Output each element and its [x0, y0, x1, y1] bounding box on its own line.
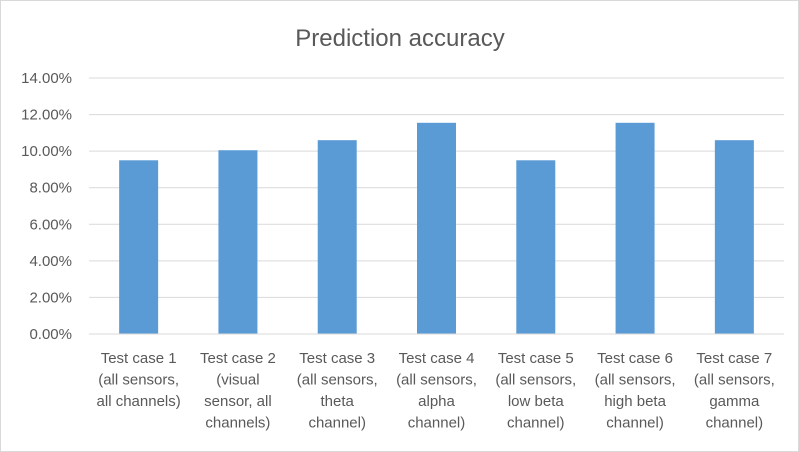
x-category-label-line: channel) — [606, 415, 664, 432]
x-category-label: Test case 1 (all sensors, all channels) — [97, 350, 181, 410]
y-tick-label: 2.00% — [29, 289, 72, 306]
bars — [119, 122, 754, 334]
x-category-label-line: Test case 5 — [498, 350, 574, 367]
x-category-label-line: (all sensors, — [396, 372, 477, 389]
x-category-label: Test case 6 (all sensors, high beta channel… — [595, 350, 676, 432]
x-category-label-line: channel) — [507, 415, 565, 432]
x-category-label-line: Test case 1 — [101, 350, 177, 367]
y-tick-label: 0.00% — [29, 326, 72, 343]
bar — [615, 122, 655, 334]
x-category-label-line: all channels) — [97, 393, 181, 410]
x-category-label-line: (all sensors, — [297, 372, 378, 389]
x-category-label-line: (all sensors, — [495, 372, 576, 389]
x-category-label: Test case 3 (all sensors, theta channel) — [297, 350, 378, 432]
x-category-label-line: channel) — [308, 415, 366, 432]
x-category-label-line: Test case 6 — [597, 350, 673, 367]
bar — [516, 160, 556, 334]
y-tick-label: 8.00% — [29, 180, 72, 197]
x-category-label: Test case 4 (all sensors, alpha channel) — [396, 350, 477, 432]
x-category-label-line: channel) — [706, 415, 764, 432]
x-category-label-line: low beta — [508, 393, 565, 410]
x-category-label-line: gamma — [709, 393, 760, 410]
y-tick-label: 6.00% — [29, 216, 72, 233]
chart-title: Prediction accuracy — [295, 25, 504, 52]
x-category-label: Test case 2 (visual sensor, all channels) — [200, 350, 276, 432]
x-category-label-line: alpha — [418, 393, 455, 410]
bar — [714, 140, 754, 334]
x-axis-category-labels: Test case 1 (all sensors, all channels)Tes… — [97, 350, 775, 432]
x-category-label-line: (all sensors, — [595, 372, 676, 389]
x-category-label-line: theta — [321, 393, 355, 410]
x-category-label-line: Test case 2 — [200, 350, 276, 367]
x-category-label-line: channel) — [408, 415, 466, 432]
y-axis-tick-labels: 0.00% 2.00% 4.00% 6.00% 8.00% 10.00% 12.00% 14.… — [21, 70, 72, 343]
y-tick-label: 10.00% — [21, 143, 72, 160]
y-tick-label: 4.00% — [29, 253, 72, 270]
bar — [417, 122, 456, 334]
x-category-label-line: high beta — [604, 393, 666, 410]
x-category-label-line: Test case 7 — [696, 350, 772, 367]
x-category-label-line: sensor, all — [204, 393, 272, 410]
y-tick-label: 14.00% — [21, 70, 72, 87]
bar — [218, 150, 258, 334]
bar — [119, 160, 159, 334]
x-category-label-line: (all sensors, — [694, 372, 775, 389]
x-category-label-line: Test case 4 — [399, 350, 475, 367]
x-category-label: Test case 5 (all sensors, low beta channel) — [495, 350, 576, 432]
bar — [317, 140, 357, 334]
y-tick-label: 12.00% — [21, 107, 72, 124]
x-category-label-line: (all sensors, — [98, 372, 179, 389]
x-category-label-line: channels) — [205, 415, 270, 432]
x-category-label: Test case 7 (all sensors, gamma channel) — [694, 350, 775, 432]
x-category-label-line: (visual — [216, 372, 259, 389]
x-category-label-line: Test case 3 — [299, 350, 375, 367]
